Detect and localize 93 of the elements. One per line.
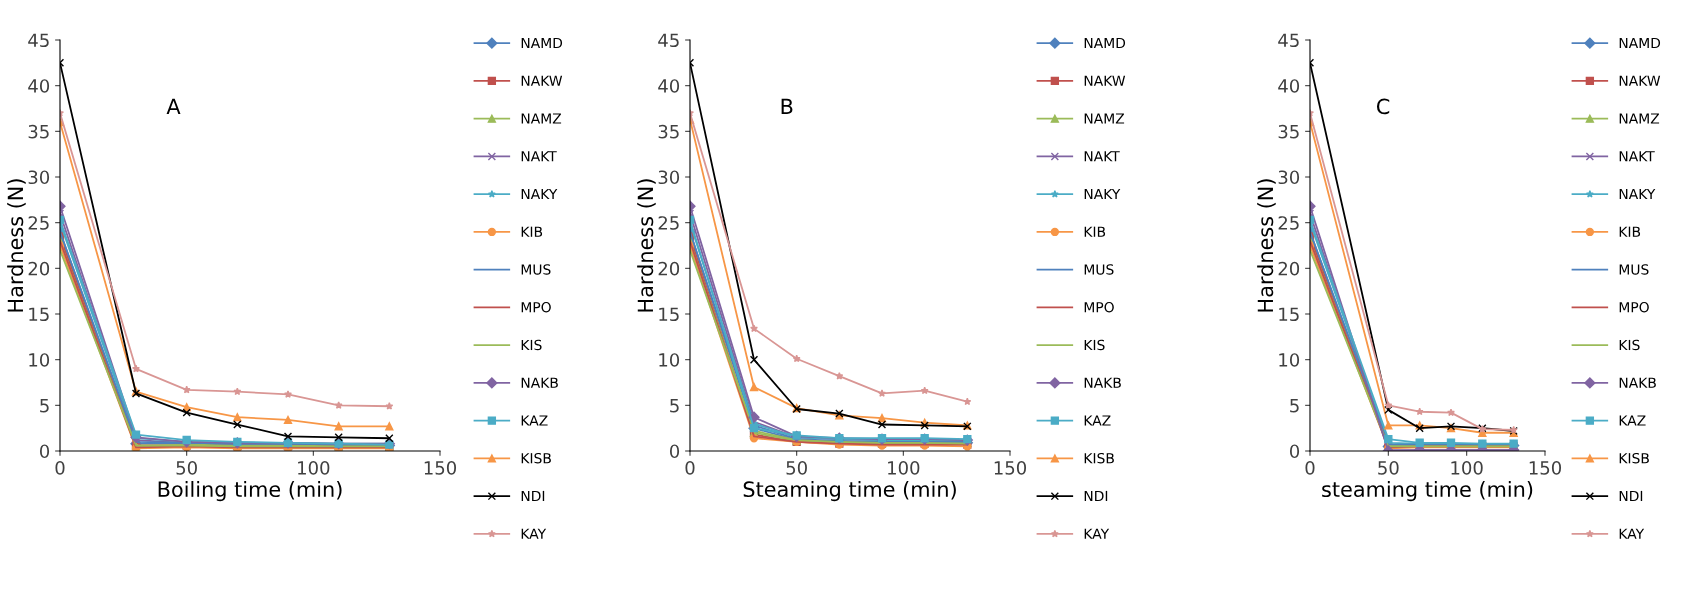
- legend-label: KISB: [521, 452, 551, 464]
- y-axis-title: Hardness (N): [7, 179, 26, 312]
- legend-label: NAKB: [1619, 377, 1656, 388]
- x-tick-label: 150: [994, 461, 1027, 475]
- x-tick-label: 100: [888, 461, 920, 475]
- legend-label: KIS: [1619, 339, 1640, 351]
- legend-label: KAY: [1619, 528, 1645, 539]
- y-tick-label: 20: [658, 261, 680, 276]
- legend-label: MPO: [1619, 301, 1649, 313]
- legend-label: NAKW: [1084, 75, 1126, 86]
- y-tick-label: 20: [28, 261, 50, 276]
- legend-label: NAKT: [1619, 151, 1655, 162]
- legend-label: NAMZ: [1619, 113, 1660, 124]
- legend-label: KIB: [521, 226, 543, 237]
- y-tick-label: 10: [1279, 353, 1300, 367]
- legend-label: KAZ: [1619, 415, 1646, 426]
- annotation: A: [166, 98, 181, 114]
- y-tick-label: 35: [658, 124, 679, 139]
- x-axis-title: steaming time (min): [1322, 480, 1533, 502]
- y-tick-label: 10: [29, 353, 50, 367]
- y-tick-label: 20: [1278, 261, 1300, 276]
- x-tick-label: 50: [1378, 461, 1399, 475]
- y-tick-label: 30: [658, 170, 680, 185]
- legend-label: NAMZ: [521, 113, 562, 124]
- legend-label: NAKT: [521, 151, 557, 162]
- legend-label: MUS: [1084, 264, 1114, 275]
- legend-label: NAMD: [1084, 37, 1126, 49]
- legend-label: NAKY: [521, 188, 558, 200]
- legend-label: NDI: [1619, 490, 1643, 502]
- legend-label: KISB: [1084, 452, 1114, 464]
- legend-label: NDI: [521, 490, 545, 502]
- x-tick-label: 100: [298, 461, 330, 475]
- y-tick-label: 15: [29, 307, 49, 322]
- x-axis-title: Steaming time (min): [743, 480, 956, 502]
- y-tick-label: 40: [28, 79, 50, 93]
- legend-label: NAMD: [1619, 37, 1661, 49]
- legend-label: NAKW: [521, 75, 563, 86]
- legend-label: NAKY: [1084, 188, 1121, 200]
- y-tick-label: 5: [40, 399, 49, 413]
- legend-label: MPO: [1084, 301, 1114, 313]
- y-tick-label: 45: [1278, 33, 1299, 48]
- x-tick-label: 0: [685, 461, 695, 475]
- legend-label: NAMZ: [1084, 113, 1125, 124]
- y-tick-label: 35: [1278, 124, 1299, 139]
- legend-label: NAKW: [1619, 75, 1661, 86]
- y-axis-title: Hardness (N): [1257, 179, 1276, 312]
- y-tick-label: 25: [28, 216, 49, 230]
- x-axis-title: Boiling time (min): [158, 480, 342, 502]
- y-axis-title: Hardness (N): [637, 179, 656, 312]
- legend-label: KIB: [1619, 226, 1641, 237]
- y-tick-label: 35: [28, 124, 49, 139]
- legend-label: KAZ: [521, 415, 548, 426]
- legend-label: KISB: [1619, 452, 1649, 464]
- legend-label: KIS: [521, 339, 542, 351]
- legend-label: KIB: [1084, 226, 1106, 237]
- legend-label: KAY: [521, 528, 547, 539]
- y-tick-label: 25: [658, 216, 679, 230]
- y-tick-label: 0: [39, 444, 50, 459]
- legend-label: NDI: [1084, 490, 1108, 502]
- legend-label: MUS: [521, 264, 551, 275]
- y-tick-label: 5: [670, 399, 679, 413]
- y-tick-label: 5: [1290, 399, 1299, 413]
- legend-label: NAKT: [1084, 151, 1120, 162]
- legend-label: NAKY: [1619, 188, 1656, 200]
- x-tick-label: 100: [1451, 461, 1483, 475]
- x-tick-label: 50: [176, 461, 197, 475]
- legend-label: NAKB: [521, 377, 558, 388]
- y-tick-label: 30: [1278, 170, 1300, 185]
- legend-label: MPO: [521, 301, 551, 313]
- legend-label: KAZ: [1084, 415, 1111, 426]
- legend-label: NAMD: [521, 37, 563, 49]
- y-tick-label: 0: [669, 444, 680, 459]
- x-tick-label: 150: [1529, 461, 1562, 475]
- y-tick-label: 45: [658, 33, 679, 48]
- x-tick-label: 0: [1305, 461, 1315, 475]
- x-tick-label: 50: [786, 461, 807, 475]
- annotation: C: [1376, 98, 1390, 115]
- y-tick-label: 30: [28, 170, 50, 185]
- y-tick-label: 15: [659, 307, 679, 322]
- y-tick-label: 40: [658, 79, 680, 93]
- annotation: B: [781, 98, 793, 114]
- y-tick-label: 0: [1289, 444, 1300, 459]
- y-tick-label: 40: [1278, 79, 1300, 93]
- legend-label: MUS: [1619, 264, 1649, 275]
- legend-label: KAY: [1084, 528, 1110, 539]
- legend-label: NAKB: [1084, 377, 1121, 388]
- legend-label: KIS: [1084, 339, 1105, 351]
- y-tick-label: 25: [1278, 216, 1299, 230]
- y-tick-label: 45: [28, 33, 49, 48]
- x-tick-label: 0: [55, 461, 65, 475]
- y-tick-label: 15: [1279, 307, 1299, 322]
- x-tick-label: 150: [424, 461, 457, 475]
- y-tick-label: 10: [659, 353, 680, 367]
